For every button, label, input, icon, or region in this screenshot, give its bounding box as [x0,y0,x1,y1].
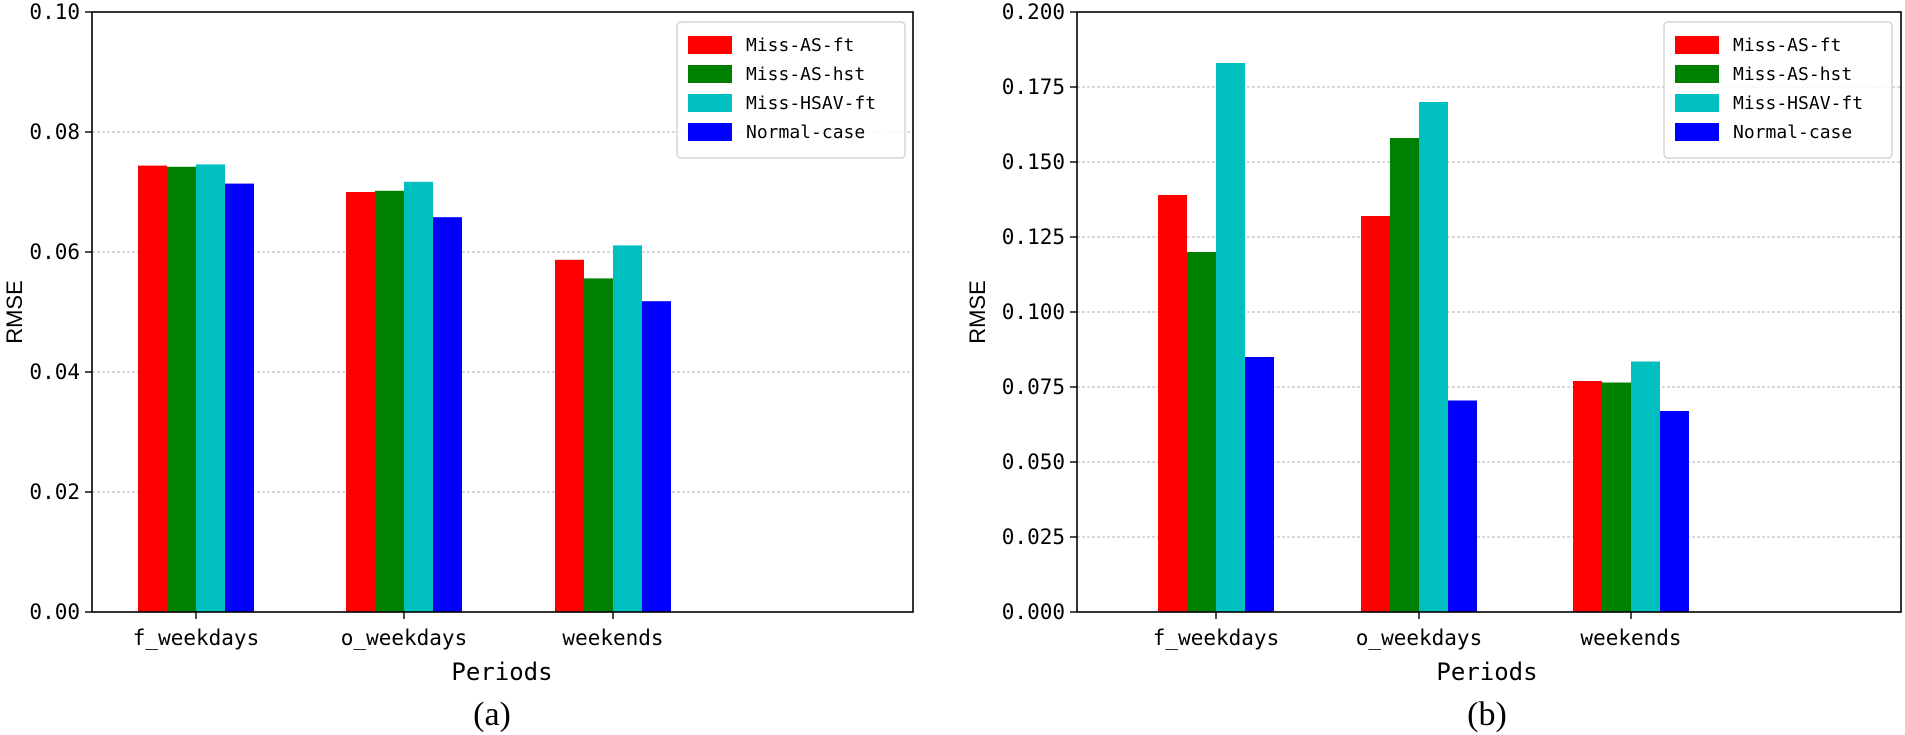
chart-b-xlabel: Periods [1436,658,1537,686]
chart-a-ytick-label: 0.06 [29,240,80,264]
chart-b-legend-label-miss-as-ft: Miss-AS-ft [1733,35,1841,56]
chart-a-bar-f_weekdays-miss-as-hst [167,166,196,613]
chart-b-bar-f_weekdays-miss-hsav-ft [1216,63,1245,612]
chart-a-ytick-label: 0.02 [29,480,80,504]
chart-b-bar-o_weekdays-miss-as-hst [1390,138,1419,612]
chart-b-bar-weekends-normal-case [1660,411,1689,612]
chart-b-ytick-label: 0.175 [1002,75,1065,99]
chart-b-ytick-label: 0.000 [1002,600,1065,624]
chart-a-ytick-label: 0.08 [29,120,80,144]
chart-b-bar-f_weekdays-miss-as-ft [1158,195,1187,612]
chart-a-xtick-label-f_weekdays: f_weekdays [133,626,259,650]
chart-a-bar-weekends-miss-as-ft [555,259,584,612]
chart-a-x-ticks: f_weekdays o_weekdays weekends [133,612,664,650]
chart-a-ytick-label: 0.00 [29,600,80,624]
chart-b-legend-swatch-miss-hsav-ft [1675,94,1719,112]
chart-b-y-ticks: 0.000 0.025 0.050 0.075 0.100 0.125 0.150 0.175… [1002,0,1077,624]
chart-a-legend-label-miss-as-ft: Miss-AS-ft [746,35,854,56]
chart-a-ylabel: RMSE [2,280,27,344]
chart-b-ytick-label: 0.100 [1002,300,1065,324]
chart-b-legend-swatch-miss-as-ft [1675,36,1719,54]
chart-a-xtick-label-weekends: weekends [562,626,663,650]
chart-a-bar-o_weekdays-miss-as-hst [375,190,404,613]
chart-a-xtick-label-o_weekdays: o_weekdays [341,626,467,650]
chart-a-legend-label-normal-case: Normal-case [746,122,865,143]
chart-a-legend-swatch-miss-as-ft [688,36,732,54]
chart-b-ytick-label: 0.125 [1002,225,1065,249]
chart-a-legend-swatch-miss-as-hst [688,65,732,83]
chart-a-bars [138,164,671,613]
chart-a-bar-o_weekdays-miss-as-ft [346,192,375,612]
chart-a-legend-swatch-normal-case [688,123,732,141]
chart-b-xtick-label-o_weekdays: o_weekdays [1356,626,1482,650]
chart-a-y-ticks: 0.00 0.02 0.04 0.06 0.08 0.10 [29,0,92,624]
chart-b-bars [1158,63,1689,612]
chart-b-bar-o_weekdays-miss-as-ft [1361,216,1390,612]
chart-a-legend-label-miss-as-hst: Miss-AS-hst [746,64,865,85]
chart-b-ytick-label: 0.200 [1002,0,1065,24]
chart-b-xtick-label-weekends: weekends [1580,626,1681,650]
chart-a-legend-swatch-miss-hsav-ft [688,94,732,112]
chart-b-ylabel: RMSE [965,280,990,344]
chart-b-bar-o_weekdays-normal-case [1448,400,1477,612]
chart-b-bar-weekends-miss-as-hst [1602,382,1631,612]
chart-b-legend: Miss-AS-ft Miss-AS-hst Miss-HSAV-ft Normal-… [1663,21,1893,159]
chart-b-caption: (b) [1467,696,1507,733]
chart-a-bar-weekends-miss-hsav-ft [613,245,642,612]
chart-a-ytick-label: 0.04 [29,360,80,384]
chart-b-bar-weekends-miss-as-ft [1573,381,1602,612]
chart-b-legend-swatch-normal-case [1675,123,1719,141]
chart-b-bar-f_weekdays-normal-case [1245,357,1274,612]
chart-a-legend-box [676,21,906,159]
chart-b-bar-f_weekdays-miss-as-hst [1187,252,1216,612]
chart-a-xlabel: Periods [451,658,552,686]
chart-a-caption: (a) [473,696,511,733]
chart-b-xtick-label-f_weekdays: f_weekdays [1153,626,1279,650]
chart-b-ytick-label: 0.150 [1002,150,1065,174]
chart-a-bar-weekends-miss-as-hst [584,278,613,612]
chart-b-ytick-label: 0.075 [1002,375,1065,399]
chart-a: 0.00 0.02 0.04 0.06 0.08 0.10 f_weekdays o_wee… [2,0,914,733]
chart-a-legend-label-miss-hsav-ft: Miss-HSAV-ft [746,93,876,114]
chart-a-bar-f_weekdays-miss-as-ft [138,165,167,612]
chart-b-legend-swatch-miss-as-hst [1675,65,1719,83]
chart-b-bar-weekends-miss-hsav-ft [1631,361,1660,612]
chart-a-bar-f_weekdays-miss-hsav-ft [196,164,225,612]
chart-a-ytick-label: 0.10 [29,0,80,24]
chart-b: 0.000 0.025 0.050 0.075 0.100 0.125 0.150 0.175… [965,0,1902,733]
chart-a-bar-o_weekdays-miss-hsav-ft [404,181,433,613]
chart-b-ytick-label: 0.025 [1002,525,1065,549]
chart-a-bar-f_weekdays-normal-case [225,183,254,612]
chart-b-x-ticks: f_weekdays o_weekdays weekends [1153,612,1682,650]
chart-b-bar-o_weekdays-miss-hsav-ft [1419,102,1448,612]
chart-a-plot-frame [91,11,914,613]
chart-b-legend-box [1663,21,1893,159]
chart-b-legend-label-miss-as-hst: Miss-AS-hst [1733,64,1852,85]
chart-b-legend-label-miss-hsav-ft: Miss-HSAV-ft [1733,93,1863,114]
chart-b-legend-label-normal-case: Normal-case [1733,122,1852,143]
chart-a-bar-o_weekdays-normal-case [433,217,462,612]
chart-a-legend: Miss-AS-ft Miss-AS-hst Miss-HSAV-ft Normal-… [676,21,906,159]
chart-b-ytick-label: 0.050 [1002,450,1065,474]
chart-a-bar-weekends-normal-case [642,301,671,612]
